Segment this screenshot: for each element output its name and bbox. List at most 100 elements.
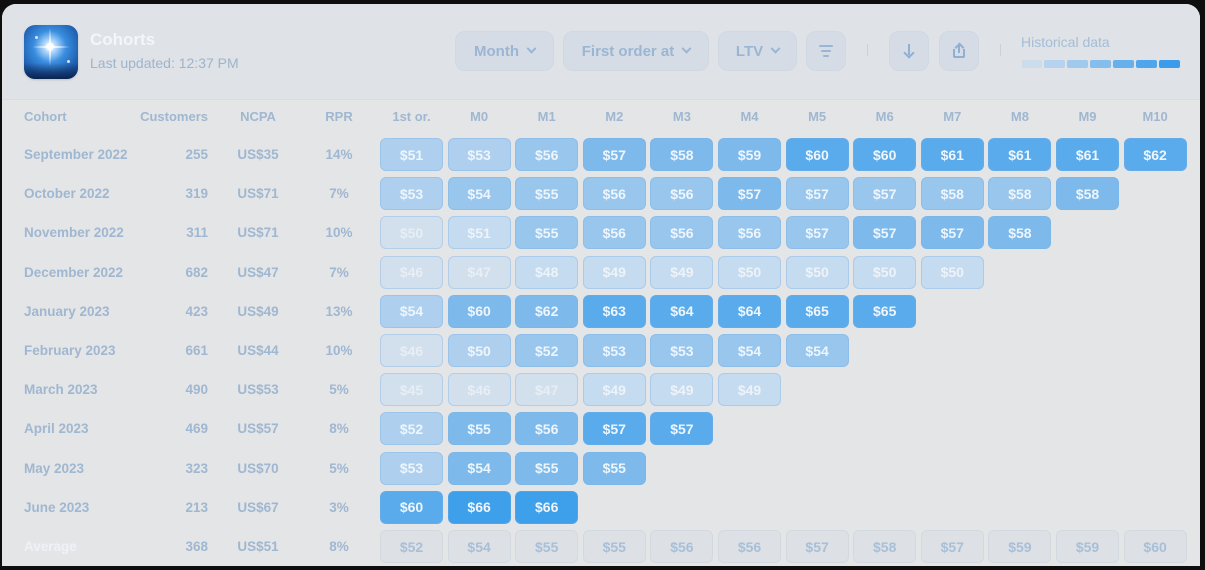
ltv-cell[interactable]: $47	[515, 373, 579, 407]
ltv-cell[interactable]: $57	[582, 412, 646, 446]
ltv-cell[interactable]: $53	[650, 334, 714, 367]
ltv-cell[interactable]: $51	[380, 138, 443, 171]
filter-button[interactable]	[806, 31, 846, 71]
average-ltv-cell[interactable]: $55	[582, 530, 646, 563]
ltv-cell[interactable]: $54	[380, 294, 443, 328]
average-ltv-cell[interactable]: $56	[718, 530, 781, 563]
ltv-cell[interactable]: $50	[718, 255, 781, 289]
ltv-cell[interactable]: $56	[718, 216, 781, 250]
ltv-cell[interactable]: $54	[718, 334, 781, 367]
column-header[interactable]: M3	[672, 109, 691, 124]
ltv-cell[interactable]: $57	[920, 216, 984, 250]
ltv-cell[interactable]: $58	[988, 177, 1052, 211]
ltv-cell[interactable]: $55	[582, 451, 646, 485]
column-header[interactable]: 1st or.	[392, 109, 431, 124]
ltv-cell[interactable]: $62	[1123, 138, 1187, 171]
column-header[interactable]: M5	[808, 109, 827, 124]
metric-dropdown[interactable]: LTV	[718, 31, 797, 71]
ltv-cell[interactable]: $61	[988, 138, 1052, 171]
ltv-cell[interactable]: $46	[380, 334, 443, 367]
ltv-cell[interactable]: $49	[582, 373, 646, 407]
ltv-cell[interactable]: $46	[380, 255, 443, 289]
ltv-cell[interactable]: $51	[447, 216, 511, 250]
average-ltv-cell[interactable]: $60	[1123, 530, 1187, 563]
ltv-cell[interactable]: $57	[785, 216, 849, 250]
ltv-cell[interactable]: $60	[380, 490, 443, 524]
download-button[interactable]	[889, 31, 929, 71]
ltv-cell[interactable]: $57	[718, 177, 781, 211]
ltv-cell[interactable]: $53	[380, 451, 443, 485]
ltv-cell[interactable]: $63	[582, 294, 646, 328]
ltv-cell[interactable]: $55	[515, 451, 579, 485]
column-header[interactable]: M7	[943, 109, 962, 124]
cohort-by-dropdown[interactable]: First order at	[563, 31, 709, 71]
ltv-cell[interactable]: $62	[515, 294, 579, 328]
average-ltv-cell[interactable]: $54	[447, 530, 511, 563]
ltv-cell[interactable]: $50	[785, 255, 849, 289]
ltv-cell[interactable]: $58	[1056, 177, 1119, 211]
column-header[interactable]: M0	[470, 109, 489, 124]
ltv-cell[interactable]: $60	[447, 294, 511, 328]
average-ltv-cell[interactable]: $57	[920, 530, 984, 563]
ltv-cell[interactable]: $61	[920, 138, 984, 171]
ltv-cell[interactable]: $52	[515, 334, 579, 367]
ltv-cell[interactable]: $65	[853, 294, 917, 328]
average-ltv-cell[interactable]: $57	[785, 530, 849, 563]
ltv-cell[interactable]: $66	[447, 490, 511, 524]
ltv-cell[interactable]: $65	[785, 294, 849, 328]
ltv-cell[interactable]: $49	[650, 255, 714, 289]
column-header[interactable]: M9	[1078, 109, 1097, 124]
ltv-cell[interactable]: $52	[380, 412, 443, 446]
ltv-cell[interactable]: $49	[650, 373, 714, 407]
ltv-cell[interactable]: $55	[515, 216, 579, 250]
ltv-cell[interactable]: $57	[853, 216, 917, 250]
average-ltv-cell[interactable]: $52	[380, 530, 443, 563]
ltv-cell[interactable]: $66	[515, 490, 579, 524]
period-dropdown[interactable]: Month	[455, 31, 554, 71]
ltv-cell[interactable]: $50	[853, 255, 917, 289]
average-ltv-cell[interactable]: $56	[650, 530, 714, 563]
ltv-cell[interactable]: $48	[515, 255, 579, 289]
ltv-cell[interactable]: $58	[650, 138, 714, 171]
column-header[interactable]: M1	[537, 109, 556, 124]
ltv-cell[interactable]: $58	[920, 177, 984, 211]
ltv-cell[interactable]: $61	[1056, 138, 1119, 171]
ltv-cell[interactable]: $60	[785, 138, 849, 171]
ltv-cell[interactable]: $57	[582, 138, 646, 171]
ltv-cell[interactable]: $46	[447, 373, 511, 407]
ltv-cell[interactable]: $56	[582, 177, 646, 211]
column-header[interactable]: NCPA	[240, 109, 276, 124]
ltv-cell[interactable]: $55	[515, 177, 579, 211]
ltv-cell[interactable]: $60	[853, 138, 917, 171]
ltv-cell[interactable]: $56	[515, 138, 579, 171]
column-header[interactable]: M2	[605, 109, 624, 124]
ltv-cell[interactable]: $56	[650, 216, 714, 250]
ltv-cell[interactable]: $54	[447, 451, 511, 485]
ltv-cell[interactable]: $58	[988, 216, 1052, 250]
column-header[interactable]: M4	[740, 109, 759, 124]
ltv-cell[interactable]: $50	[447, 334, 511, 367]
ltv-cell[interactable]: $56	[582, 216, 646, 250]
column-header[interactable]: M10	[1142, 109, 1168, 124]
ltv-cell[interactable]: $45	[380, 373, 443, 407]
column-header[interactable]: Customers	[140, 109, 208, 124]
ltv-cell[interactable]: $55	[447, 412, 511, 446]
ltv-cell[interactable]: $56	[650, 177, 714, 211]
column-header[interactable]: M8	[1010, 109, 1029, 124]
ltv-cell[interactable]: $50	[380, 216, 443, 250]
ltv-cell[interactable]: $57	[785, 177, 849, 211]
ltv-cell[interactable]: $64	[718, 294, 781, 328]
average-ltv-cell[interactable]: $55	[515, 530, 579, 563]
column-header[interactable]: Cohort	[24, 109, 67, 124]
average-ltv-cell[interactable]: $59	[1056, 530, 1119, 563]
average-ltv-cell[interactable]: $58	[853, 530, 917, 563]
ltv-cell[interactable]: $54	[447, 177, 511, 211]
ltv-cell[interactable]: $50	[920, 255, 984, 289]
ltv-cell[interactable]: $59	[718, 138, 781, 171]
ltv-cell[interactable]: $64	[650, 294, 714, 328]
ltv-cell[interactable]: $53	[447, 138, 511, 171]
ltv-cell[interactable]: $53	[380, 177, 443, 211]
ltv-cell[interactable]: $47	[447, 255, 511, 289]
ltv-cell[interactable]: $57	[650, 412, 714, 446]
ltv-cell[interactable]: $49	[718, 373, 781, 407]
